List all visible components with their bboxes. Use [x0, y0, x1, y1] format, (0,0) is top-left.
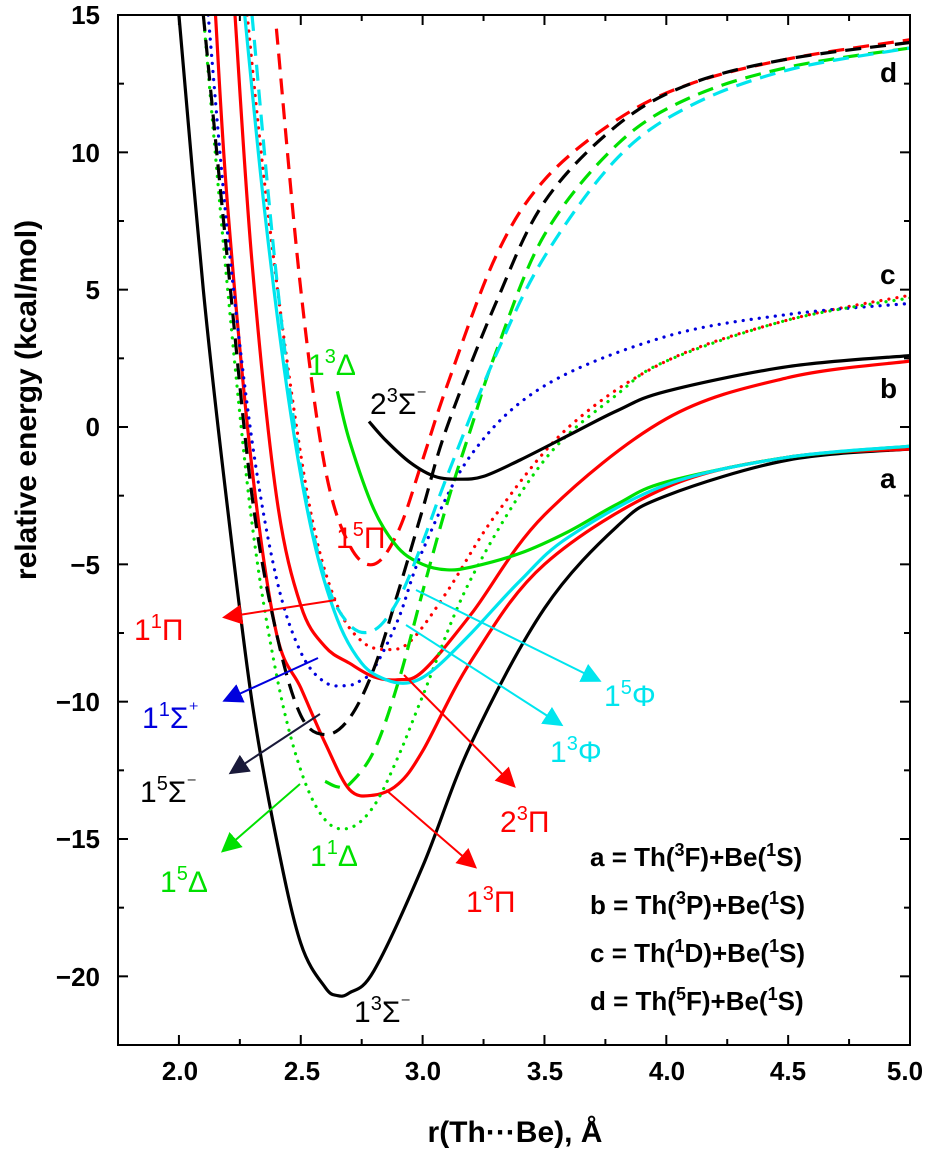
y-tick-minus15: −15 — [56, 824, 100, 854]
x-tick-5-0: 5.0 — [887, 1056, 923, 1086]
y-tick-0: 0 — [86, 412, 100, 442]
series-line-6 — [201, 15, 910, 831]
x-axis-title: r(Th···Be), Å — [428, 1116, 603, 1149]
label-1-1-delta: 11Δ — [310, 837, 358, 873]
series-line-9 — [367, 354, 910, 481]
series-line-2 — [233, 15, 910, 682]
label-1-3-pi: 13Π — [466, 883, 515, 919]
y-tick-minus20: −20 — [56, 962, 100, 992]
x-tick-4-0: 4.0 — [649, 1056, 685, 1086]
series-line-1 — [213, 15, 910, 798]
series-line-5 — [206, 15, 910, 688]
limit-tag-a: a — [880, 463, 896, 494]
y-tick-15: 15 — [71, 0, 100, 30]
plot-frame — [117, 14, 911, 1046]
series-line-0 — [177, 15, 910, 998]
limit-tag-d: d — [880, 57, 897, 88]
y-tick-10: 10 — [71, 138, 100, 168]
legend-entry-b: b = Th(3P)+Be(1S) — [590, 888, 805, 920]
series-line-11 — [250, 15, 910, 635]
y-tick-minus5: −5 — [70, 550, 100, 580]
label-2-3-pi: 23Π — [500, 803, 549, 839]
label-1-5-delta: 15Δ — [160, 863, 208, 899]
series-layer — [177, 15, 910, 998]
legend-entry-d: d = Th(5F)+Be(1S) — [590, 984, 804, 1016]
label-1-3-delta: 13Δ — [308, 346, 356, 382]
x-tick-4-5: 4.5 — [770, 1056, 806, 1086]
series-line-4 — [274, 28, 910, 567]
label-1-3-sigma-minus: 13Σ⁻ — [354, 993, 411, 1029]
legend-entry-a: a = Th(3F)+Be(1S) — [590, 840, 802, 872]
y-tick-minus10: −10 — [56, 687, 100, 717]
x-tick-2-5: 2.5 — [284, 1056, 320, 1086]
label-1-3-phi: 13Φ — [550, 733, 602, 769]
ticks-layer — [118, 14, 911, 1045]
series-line-12 — [243, 15, 910, 685]
arrow-1-3-phi — [405, 624, 564, 727]
legend-entry-c: c = Th(1D)+Be(1S) — [590, 936, 805, 968]
series-line-10 — [201, 15, 910, 737]
arrow-1-1-pi — [222, 599, 337, 625]
y-tick-5: 5 — [86, 275, 100, 305]
label-1-1-pi: 11Π — [134, 611, 183, 647]
x-tick-3-0: 3.0 — [405, 1056, 441, 1086]
x-tick-2-0: 2.0 — [162, 1056, 198, 1086]
arrow-1-5-sigma-minus — [228, 713, 321, 775]
x-tick-3-5: 3.5 — [527, 1056, 563, 1086]
arrow-1-5-phi — [415, 589, 602, 682]
label-1-1-sigma-plus: 11Σ⁺ — [142, 699, 199, 735]
y-axis-title: relative energy (kcal/mol) — [10, 220, 43, 580]
arrow-2-3-pi — [403, 674, 516, 788]
arrow-1-5-delta — [220, 783, 301, 853]
label-1-5-phi: 15Φ — [604, 677, 656, 713]
limit-tag-b: b — [880, 373, 897, 404]
label-1-5-sigma-minus: 15Σ⁻ — [140, 773, 197, 809]
label-1-5-pi: 15Π — [336, 519, 385, 555]
legend: a = Th(3F)+Be(1S) b = Th(3P)+Be(1S) c = … — [590, 840, 805, 1016]
limit-tag-c: c — [880, 259, 896, 290]
arrow-1-3-pi — [385, 789, 478, 869]
series-line-7 — [324, 46, 910, 790]
series-line-3 — [245, 15, 910, 652]
label-2-3-sigma-minus: 23Σ⁻ — [370, 385, 427, 421]
arrow-1-1-sigma-plus — [222, 657, 319, 703]
